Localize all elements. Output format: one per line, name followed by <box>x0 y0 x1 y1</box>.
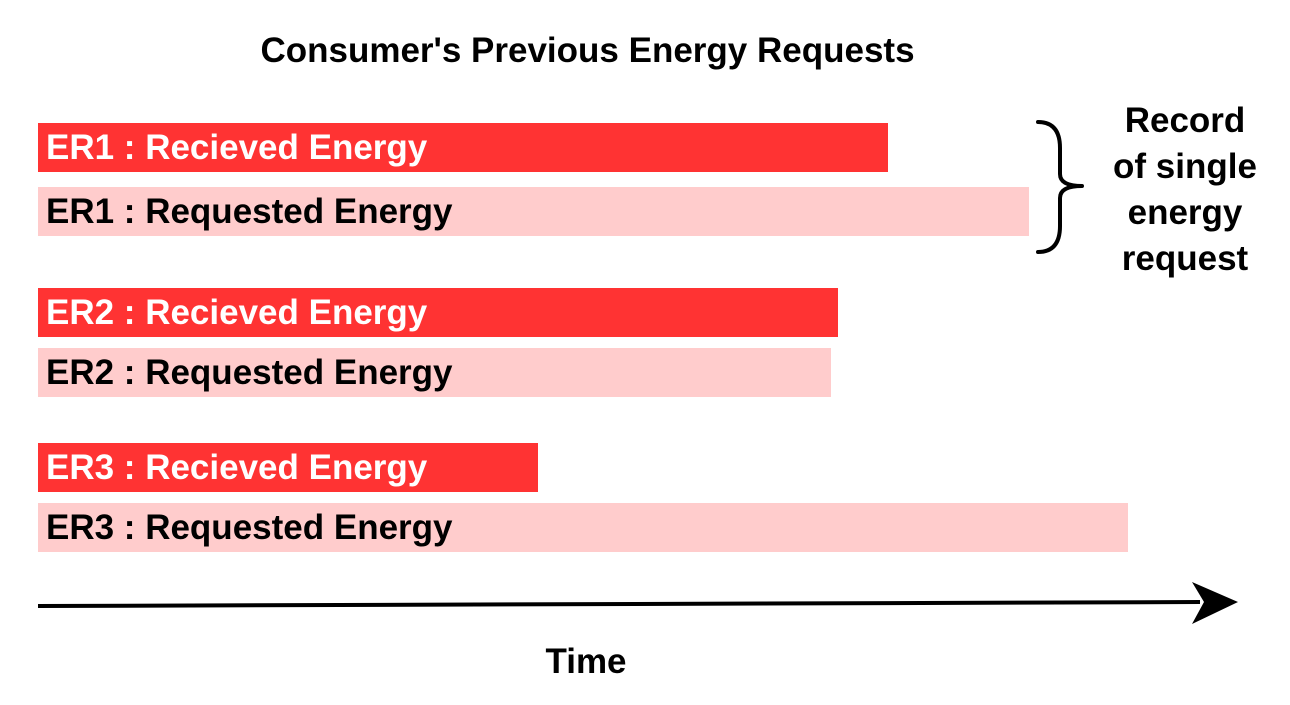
curly-brace-icon <box>1036 120 1084 254</box>
brace-annotation-line: of single <box>1113 147 1257 186</box>
er1-received-energy-bar: ER1 : Recieved Energy <box>38 123 888 172</box>
time-axis-arrow <box>37 582 1238 624</box>
time-axis-label: Time <box>545 642 627 681</box>
er1-requested-energy-bar: ER1 : Requested Energy <box>38 187 1029 236</box>
er3-requested-energy-bar: ER3 : Requested Energy <box>38 503 1128 552</box>
brace-annotation-line: request <box>1121 239 1249 278</box>
brace-annotation-line: energy <box>1127 193 1243 232</box>
er2-requested-energy-bar: ER2 : Requested Energy <box>38 348 831 397</box>
er2-received-energy-bar: ER2 : Recieved Energy <box>38 288 838 337</box>
brace-annotation-line: Record <box>1124 101 1246 140</box>
arrowhead-icon <box>1192 582 1238 624</box>
diagram-title: Consumer's Previous Energy Requests <box>260 31 915 70</box>
brace-annotation: Record of single energy request <box>1090 98 1280 282</box>
er3-received-energy-bar: ER3 : Recieved Energy <box>38 443 538 492</box>
